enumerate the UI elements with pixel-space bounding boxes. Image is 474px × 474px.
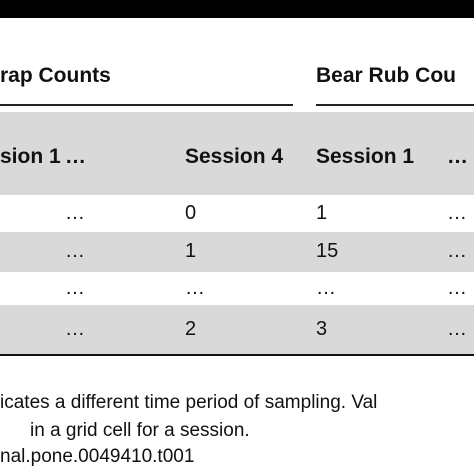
group-rule [0,104,293,106]
table-cell: … [185,276,205,299]
column-header: … [65,145,86,168]
column-header: … [447,145,468,168]
table-cell: 1 [316,201,328,224]
footnote: icates a different time period of sampli… [0,392,378,413]
table-cell: 0 [185,201,197,224]
group-rule [316,104,474,106]
footnote: in a grid cell for a session. [30,420,250,441]
table-cell: … [447,276,467,299]
bottom-rule [0,354,474,356]
column-header: Session 4 [185,145,284,168]
column-header: sion 1 [0,145,61,168]
row-band [0,305,474,354]
top-rule [0,0,474,18]
table-cell: … [65,201,85,224]
table-cell: … [316,276,336,299]
table-cell: … [65,240,85,262]
table-cell: 2 [185,317,197,340]
row-band [0,232,474,272]
table-cell: … [447,317,467,340]
header-band [0,112,474,195]
group-header: Bear Rub Cou [316,64,457,87]
table-cell: … [447,201,467,224]
group-header: rap Counts [0,64,111,87]
table-cell: 15 [316,240,339,262]
table-cell: … [65,317,85,340]
footnote: nal.pone.0049410.t001 [0,446,195,467]
table-cell: 3 [316,317,328,340]
table-cell: … [65,276,85,299]
table-cell: … [447,240,467,262]
table-cell: 1 [185,240,197,262]
column-header: Session 1 [316,145,415,168]
